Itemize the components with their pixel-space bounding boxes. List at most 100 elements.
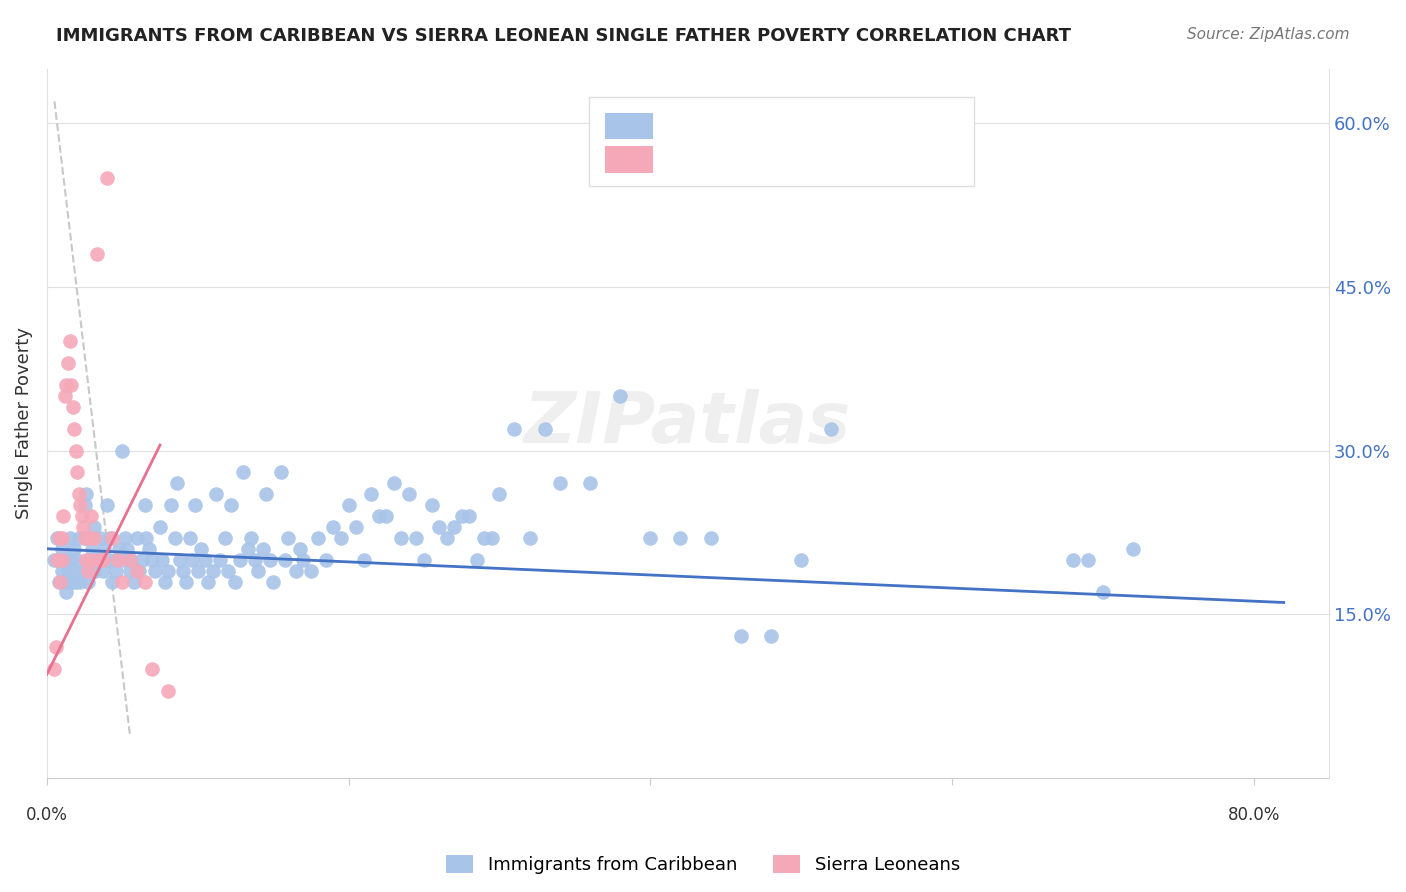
Point	[65, 443, 87, 458]
Point	[79, 509, 101, 524]
Point	[187, 564, 209, 578]
Point	[97, 552, 120, 566]
Point	[488, 487, 510, 501]
Point	[790, 552, 813, 566]
Point	[70, 564, 93, 578]
Point	[353, 552, 375, 566]
Point	[284, 564, 307, 578]
Point	[214, 531, 236, 545]
Point	[166, 476, 188, 491]
Point	[270, 466, 292, 480]
Text: R = -0.125   N = 134: R = -0.125 N = 134	[669, 117, 858, 135]
Point	[205, 487, 228, 501]
Point	[55, 585, 77, 599]
Point	[114, 531, 136, 545]
Point	[183, 498, 205, 512]
Point	[131, 552, 153, 566]
Point	[759, 629, 782, 643]
Point	[72, 520, 94, 534]
Point	[481, 531, 503, 545]
Point	[322, 520, 344, 534]
Point	[51, 552, 73, 566]
Point	[153, 574, 176, 589]
Point	[48, 531, 70, 545]
Point	[96, 170, 118, 185]
Point	[93, 541, 115, 556]
Point	[138, 541, 160, 556]
Point	[194, 552, 217, 566]
Point	[548, 476, 571, 491]
Point	[609, 389, 631, 403]
Point	[427, 520, 450, 534]
Point	[73, 531, 96, 545]
Point	[75, 487, 97, 501]
Point	[219, 498, 242, 512]
Point	[367, 509, 389, 524]
Point	[108, 541, 131, 556]
Point	[190, 541, 212, 556]
FancyBboxPatch shape	[589, 97, 974, 186]
Point	[239, 531, 262, 545]
Point	[62, 400, 84, 414]
Point	[44, 552, 66, 566]
Text: ZIPatlas: ZIPatlas	[524, 389, 852, 458]
Point	[292, 552, 315, 566]
Point	[669, 531, 692, 545]
Point	[111, 443, 134, 458]
Point	[360, 487, 382, 501]
Point	[443, 520, 465, 534]
Point	[169, 552, 191, 566]
Point	[159, 498, 181, 512]
Point	[77, 552, 100, 566]
Point	[730, 629, 752, 643]
Point	[89, 552, 111, 566]
Point	[107, 552, 129, 566]
Point	[201, 564, 224, 578]
Point	[53, 389, 76, 403]
Point	[51, 541, 73, 556]
Point	[86, 247, 108, 261]
Point	[112, 552, 135, 566]
Point	[51, 531, 73, 545]
Point	[91, 564, 114, 578]
Point	[259, 552, 281, 566]
Point	[98, 531, 121, 545]
Point	[209, 552, 232, 566]
Point	[58, 531, 80, 545]
Point	[65, 574, 87, 589]
Point	[172, 564, 194, 578]
Point	[69, 498, 91, 512]
FancyBboxPatch shape	[605, 146, 654, 173]
Point	[229, 552, 252, 566]
Point	[436, 531, 458, 545]
Point	[179, 531, 201, 545]
Point	[638, 531, 661, 545]
Point	[73, 498, 96, 512]
Point	[150, 552, 173, 566]
Point	[73, 531, 96, 545]
Point	[76, 574, 98, 589]
Point	[63, 541, 86, 556]
Text: 80.0%: 80.0%	[1227, 806, 1279, 824]
Point	[149, 520, 172, 534]
Point	[262, 574, 284, 589]
Point	[49, 574, 72, 589]
Point	[118, 552, 141, 566]
Point	[100, 574, 122, 589]
Point	[699, 531, 721, 545]
Point	[46, 531, 69, 545]
Point	[84, 564, 107, 578]
Point	[533, 422, 555, 436]
Point	[96, 498, 118, 512]
Point	[337, 498, 360, 512]
Point	[58, 552, 80, 566]
Point	[217, 564, 239, 578]
Point	[76, 564, 98, 578]
Point	[45, 640, 67, 654]
Point	[56, 564, 79, 578]
Point	[1091, 585, 1114, 599]
Point	[174, 574, 197, 589]
Point	[82, 552, 104, 566]
Point	[52, 552, 75, 566]
Point	[48, 574, 70, 589]
